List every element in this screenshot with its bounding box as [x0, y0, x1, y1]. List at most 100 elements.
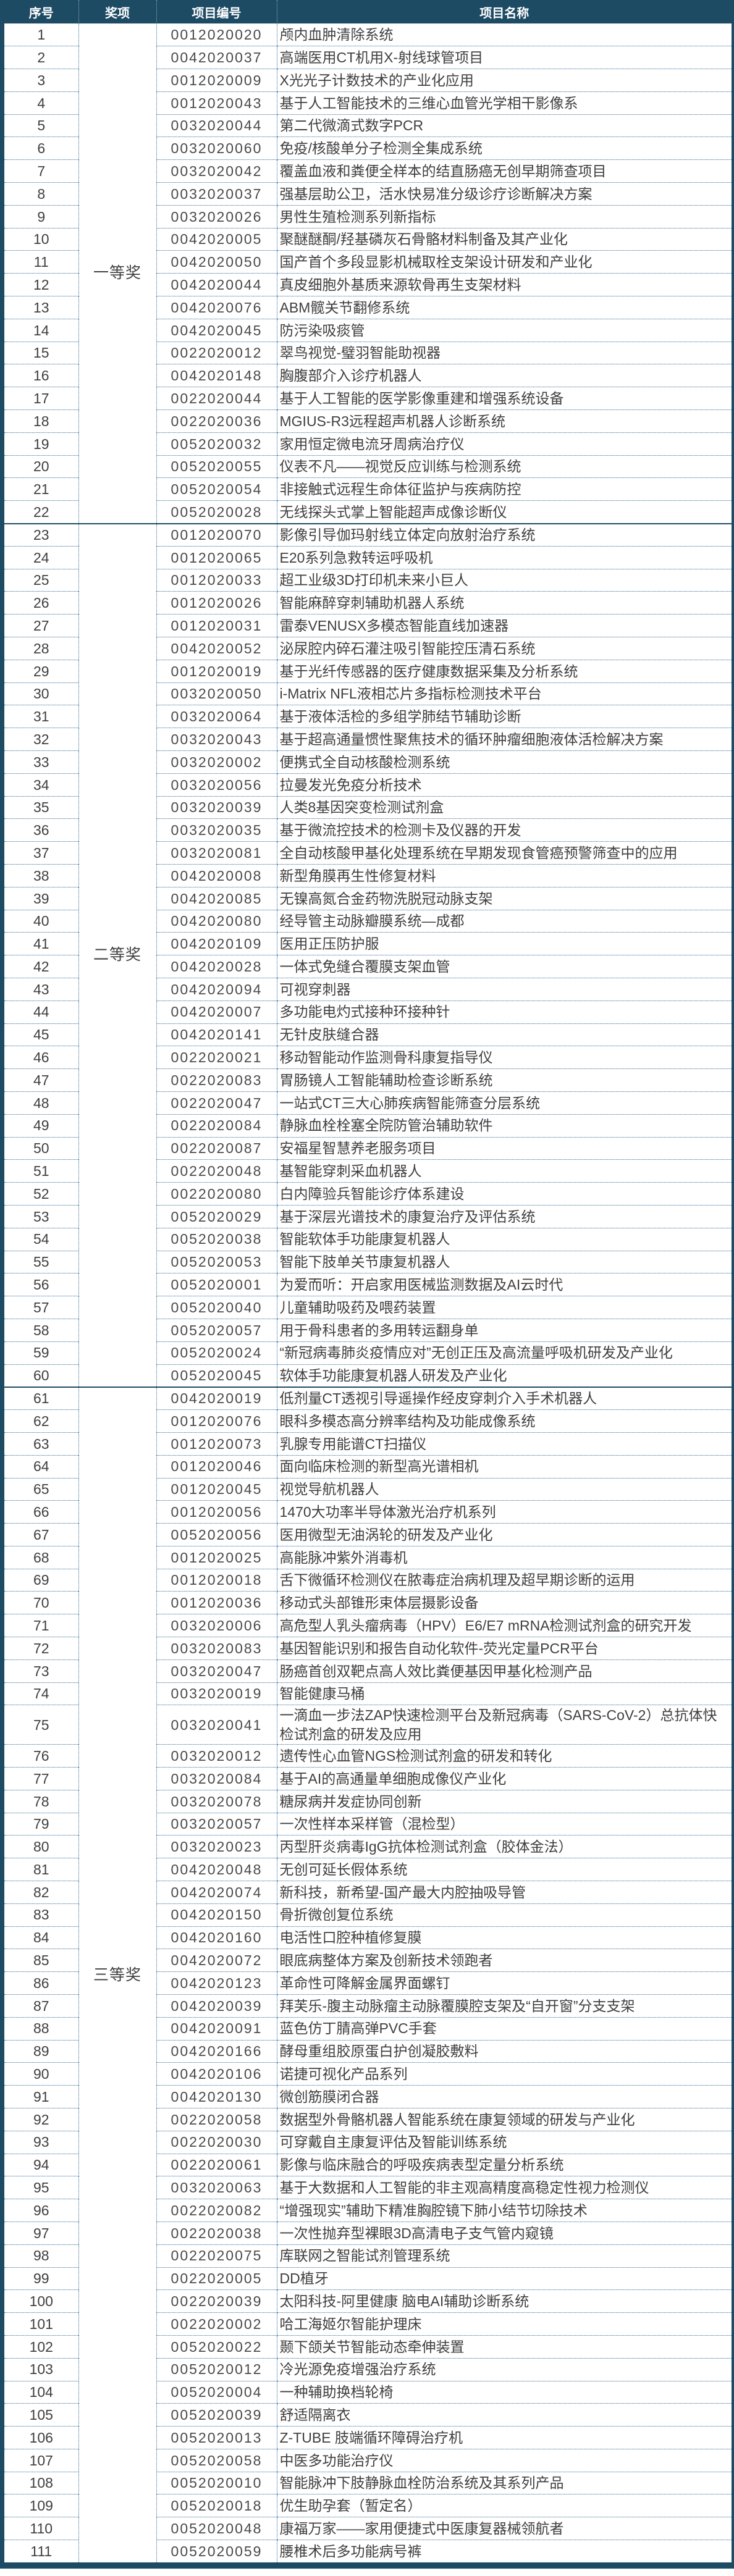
table-row: 103 0052020012 冷光源免疫增强治疗系统: [4, 2358, 732, 2381]
project-name-cell: 胃肠镜人工智能辅助检查诊断系统: [276, 1068, 732, 1092]
project-name-cell: 可视穿刺器: [276, 978, 732, 1001]
project-name-cell: 可穿戴自主康复评估及智能训练系统: [276, 2131, 732, 2154]
project-code-cell: 0042020106: [156, 2062, 277, 2086]
table-row: 39 0042020085 无镍高氮合金药物洗脱冠动脉支架: [4, 887, 732, 910]
project-name-cell: 聚醚醚酮/羟基磷灰石骨骼材料制备及其产业化: [276, 228, 732, 251]
row-index-cell: 31: [4, 705, 78, 729]
project-code-cell: 0022020058: [156, 2108, 277, 2131]
row-index-cell: 94: [4, 2154, 78, 2177]
table-row: 81 0042020048 无创可延长假体系统: [4, 1858, 732, 1881]
project-name-cell: 电活性口腔种植修复膜: [276, 1926, 732, 1950]
table-row: 40 0042020080 经导管主动脉瓣膜系统—成都: [4, 910, 732, 933]
project-name-cell: E20系列急救转运呼吸机: [276, 546, 732, 569]
row-index-cell: 36: [4, 818, 78, 842]
row-index-cell: 101: [4, 2312, 78, 2336]
project-name-cell: X光光子计数技术的产业化应用: [276, 69, 732, 92]
table-row: 95 0032020063 基于大数据和人工智能的非主观高精度高稳定性视力检测仪: [4, 2176, 732, 2200]
project-name-cell: 白内障验兵智能诊疗体系建设: [276, 1182, 732, 1206]
row-index-cell: 99: [4, 2267, 78, 2291]
project-name-cell: 高危型人乳头瘤病毒（HPV）E6/E7 mRNA检测试剂盒的研究开发: [276, 1614, 732, 1638]
project-name-cell: ABM髋关节翻修系统: [276, 296, 732, 319]
table-row: 105 0052020039 舒适隔离衣: [4, 2403, 732, 2427]
project-code-cell: 0042020019: [156, 1386, 277, 1411]
row-index-cell: 66: [4, 1500, 78, 1524]
table-row: 2 0042020037 高端医用CT机用X-射线球管项目: [4, 46, 732, 70]
row-index-cell: 58: [4, 1319, 78, 1342]
row-index-cell: 20: [4, 455, 78, 479]
project-code-cell: 0052020048: [156, 2517, 277, 2541]
table-row: 7 0032020042 覆盖血液和粪便全样本的结直肠癌无创早期筛查项目: [4, 159, 732, 183]
project-code-cell: 0022020084: [156, 1114, 277, 1138]
project-name-cell: 一次性抛弃型裸眼3D高清电子支气管内窥镜: [276, 2221, 732, 2245]
table-row: 70 0012020036 移动式头部锥形束体层摄影设备: [4, 1591, 732, 1615]
row-index-cell: 26: [4, 591, 78, 615]
project-name-cell: 高能脉冲紫外消毒机: [276, 1546, 732, 1569]
row-index-cell: 48: [4, 1091, 78, 1115]
project-code-cell: 0012020045: [156, 1478, 277, 1501]
table-row: 38 0042020008 新型角膜再生性修复材料: [4, 864, 732, 887]
row-index-cell: 55: [4, 1251, 78, 1274]
table-row: 54 0052020038 智能软体手功能康复机器人: [4, 1228, 732, 1251]
row-index-cell: 40: [4, 910, 78, 933]
row-index-cell: 67: [4, 1523, 78, 1546]
project-name-cell: i-Matrix NFL液相芯片多指标检测技术平台: [276, 682, 732, 706]
project-name-cell: 丙型肝炎病毒IgG抗体检测试剂盒（胶体金法）: [276, 1835, 732, 1859]
row-index-cell: 45: [4, 1023, 78, 1047]
project-name-cell: 雷泰VENUSX多模态智能直线加速器: [276, 614, 732, 638]
row-index-cell: 111: [30, 2543, 53, 2560]
project-name-cell: 防污染吸痰管: [276, 319, 732, 342]
row-index-cell: 64: [4, 1455, 78, 1479]
project-name-cell: 一次性样本采样管（混检型）: [276, 1813, 732, 1836]
project-name-cell: 覆盖血液和粪便全样本的结直肠癌无创早期筛查项目: [276, 159, 732, 183]
project-code-cell: 0032020042: [156, 159, 277, 183]
project-code-cell: 0052020013: [156, 2426, 277, 2449]
project-name-cell: 智能脉冲下肢静脉血栓防治系统及其系列产品: [276, 2472, 732, 2495]
project-name-cell: 全自动核酸甲基化处理系统在早期发现食管癌预警筛查中的应用: [276, 841, 732, 865]
row-index-cell: 74: [4, 1682, 78, 1706]
project-name-cell: 康福万家——家用便捷式中医康复器械领航者: [276, 2517, 732, 2541]
table-row: 6 0032020060 免疫/核酸单分子检测全集成系统: [4, 136, 732, 161]
table-row: 17 0022020044 基于人工智能的医学影像重建和增强系统设备: [4, 387, 732, 411]
project-code-cell: 0052020055: [156, 455, 277, 479]
project-name-cell: 诺捷可视化产品系列: [276, 2062, 732, 2086]
project-code-cell: 0042020150: [156, 1903, 277, 1927]
table-row: 11 0042020050 国产首个多段显影机械取栓支架设计研发和产业化: [4, 250, 732, 274]
project-name-cell: 国产首个多段显影机械取栓支架设计研发和产业化: [276, 250, 732, 274]
table-row: 94 0022020061 影像与临床融合的呼吸疾病表型定量分析系统: [4, 2154, 732, 2177]
project-code-cell: 0042020123: [156, 1971, 277, 1995]
project-name-cell: 1470大功率半导体激光治疗机系列: [276, 1500, 732, 1524]
project-code-cell: 0052020018: [156, 2494, 277, 2518]
award-cell: 三等奖: [78, 1386, 157, 2563]
project-name-cell: 移动式头部锥形束体层摄影设备: [276, 1591, 732, 1615]
table-row: 83 0042020150 骨折微创复位系统: [4, 1903, 732, 1927]
table-row: 108 0052020010 智能脉冲下肢静脉血栓防治系统及其系列产品: [4, 2472, 732, 2495]
row-index-cell: 73: [4, 1659, 78, 1683]
row-index-cell: 78: [4, 1790, 78, 1813]
table-row: 101 0022020002 哈工海姬尔智能护理床: [4, 2312, 732, 2336]
row-index-cell: 53: [4, 1205, 78, 1228]
project-code-cell: 0032020044: [156, 114, 277, 138]
table-row: 44 0042020007 多功能电灼式接种环接种针: [4, 1001, 732, 1024]
project-name-cell: 基于AI的高通量单细胞成像仪产业化: [276, 1767, 732, 1790]
project-name-cell: 智能下肢单关节康复机器人: [276, 1251, 732, 1274]
row-index-cell: 49: [4, 1114, 78, 1138]
table-row: 48 0022020047 一站式CT三大心肺疾病智能筛查分层系统: [4, 1091, 732, 1115]
row-index-cell: 97: [4, 2221, 78, 2245]
project-code-cell: 0012020018: [156, 1569, 277, 1592]
table-row: 21 0052020054 非接触式远程生命体征监护与疾病防控: [4, 477, 732, 501]
row-index-cell: 82: [4, 1881, 78, 1904]
project-name-cell: 影像与临床融合的呼吸疾病表型定量分析系统: [276, 2154, 732, 2177]
project-code-cell: 0022020048: [156, 1159, 277, 1183]
projects-table-body: 1 一等奖 0012020020 颅内血肿清除系统 2 0042020037 高端医用CT机…: [4, 23, 732, 2563]
table-row: 46 0022020021 移动智能动作监测骨科康复指导仪: [4, 1046, 732, 1070]
project-name-cell: 中医多功能治疗仪: [276, 2449, 732, 2472]
project-code-cell: 0022020021: [156, 1046, 277, 1070]
project-name-cell: 视觉导航机器人: [276, 1478, 732, 1501]
project-code-cell: 0042020091: [156, 2017, 277, 2041]
project-name-cell: 无针皮肤缝合器: [276, 1023, 732, 1047]
project-code-cell: 0052020022: [156, 2335, 277, 2359]
row-index-cell: 50: [4, 1137, 78, 1160]
project-name-cell: “增强现实”辅助下精准胸腔镜下肺小结节切除技术: [276, 2199, 732, 2222]
project-code-cell: 0032020047: [156, 1659, 277, 1683]
